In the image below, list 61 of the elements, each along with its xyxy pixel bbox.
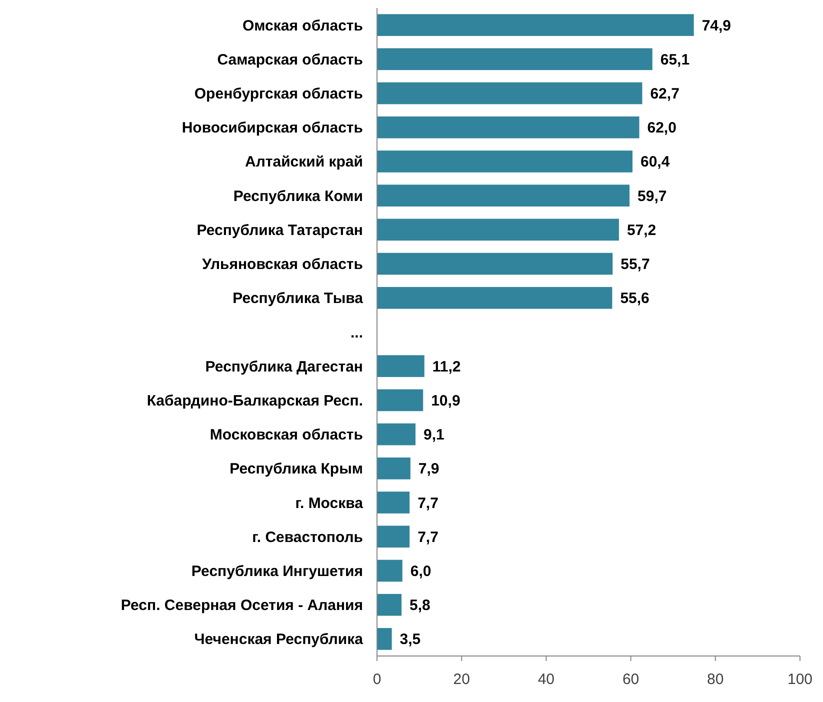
x-tick-label: 60: [622, 671, 640, 688]
data-label: 59,7: [638, 188, 667, 205]
y-tick-label: Республика Дагестан: [205, 358, 363, 376]
data-label: 6,0: [410, 562, 432, 580]
bar: [377, 492, 410, 514]
data-label: 60,4: [640, 154, 670, 171]
data-label: 62,7: [650, 86, 680, 103]
data-label: 5,8: [410, 597, 430, 614]
data-label: 57,2: [626, 222, 656, 239]
bar: [377, 355, 424, 378]
data-label: 74,9: [702, 17, 732, 34]
y-tick-label: Респ. Северная Осетия - Алания: [120, 597, 363, 614]
y-tick-label: Ульяновская область: [202, 256, 363, 274]
data-label: 7,7: [418, 528, 438, 546]
y-tick-label: Оренбургская область: [194, 86, 363, 103]
y-tick-label: ...: [350, 324, 363, 342]
bar: [377, 184, 630, 206]
x-tick-label: 80: [707, 671, 724, 688]
y-tick-label: Республика Татарстан: [196, 222, 363, 239]
bar: [377, 286, 612, 309]
bar: [377, 116, 640, 138]
y-tick-label: Кабардино-Балкарская Респ.: [146, 392, 363, 410]
bar: [377, 218, 619, 241]
y-tick-label: г. Москва: [295, 494, 364, 512]
bar: [377, 389, 424, 412]
x-tick-label: 20: [453, 671, 470, 688]
y-tick-label: г. Севастополь: [252, 528, 363, 546]
data-label: 55,6: [620, 290, 650, 308]
data-label: 11,2: [432, 358, 461, 376]
bar: [377, 458, 410, 480]
data-label: 65,1: [660, 51, 690, 68]
y-tick-label: Республика Тыва: [232, 290, 364, 308]
data-label: 55,7: [620, 256, 650, 274]
bar: [377, 150, 632, 172]
y-tick-label: Московская область: [210, 426, 363, 444]
bar: [377, 628, 392, 650]
bar: [377, 560, 402, 582]
bar: [377, 14, 694, 36]
x-tick-label: 0: [372, 671, 382, 688]
y-tick-label: Самарская область: [217, 51, 363, 68]
y-tick-label: Республика Ингушетия: [191, 562, 363, 580]
data-label: 62,0: [647, 120, 676, 137]
y-tick-label: Республика Крым: [230, 460, 363, 478]
y-tick-label: Чеченская Республика: [194, 631, 364, 648]
data-label: 3,5: [400, 631, 421, 648]
bar: [377, 48, 652, 70]
data-label: 7,9: [418, 460, 440, 478]
bar: [377, 526, 410, 548]
y-tick-label: Алтайский край: [245, 154, 363, 171]
bar: [377, 252, 613, 275]
y-tick-label: Омская область: [242, 17, 363, 34]
bar: [377, 82, 642, 104]
bar: [377, 423, 416, 446]
data-label: 7,7: [418, 494, 438, 512]
bar: [377, 594, 402, 616]
x-tick-label: 40: [538, 671, 555, 688]
data-label: 10,9: [431, 392, 460, 410]
y-tick-label: Республика Коми: [233, 188, 363, 205]
x-tick-label: 100: [787, 671, 813, 688]
y-tick-label: Новосибирская область: [182, 120, 363, 137]
data-label: 9,1: [423, 426, 444, 444]
